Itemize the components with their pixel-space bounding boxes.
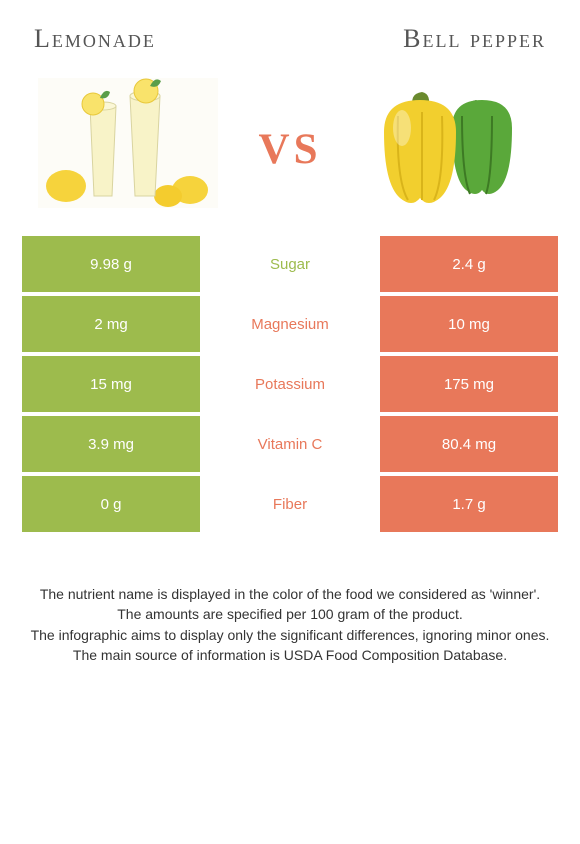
title-row: Lemonade Bell pepper	[22, 24, 558, 54]
bell-pepper-image	[362, 78, 542, 208]
cell-nutrient-label: Fiber	[200, 476, 380, 532]
table-row: 2 mgMagnesium10 mg	[22, 296, 558, 352]
cell-left-value: 15 mg	[22, 356, 200, 412]
vs-label: vs	[259, 108, 322, 179]
cell-nutrient-label: Sugar	[200, 236, 380, 292]
cell-right-value: 2.4 g	[380, 236, 558, 292]
lemonade-image	[38, 78, 218, 208]
footnote-line: The infographic aims to display only the…	[28, 625, 552, 645]
cell-right-value: 80.4 mg	[380, 416, 558, 472]
infographic-container: Lemonade Bell pepper	[0, 0, 580, 844]
footnote-line: The nutrient name is displayed in the co…	[28, 584, 552, 604]
cell-left-value: 9.98 g	[22, 236, 200, 292]
cell-left-value: 3.9 mg	[22, 416, 200, 472]
footnotes: The nutrient name is displayed in the co…	[22, 584, 558, 665]
cell-nutrient-label: Vitamin C	[200, 416, 380, 472]
cell-left-value: 2 mg	[22, 296, 200, 352]
cell-left-value: 0 g	[22, 476, 200, 532]
table-row: 15 mgPotassium175 mg	[22, 356, 558, 412]
image-row: vs	[22, 78, 558, 208]
cell-right-value: 1.7 g	[380, 476, 558, 532]
cell-nutrient-label: Magnesium	[200, 296, 380, 352]
table-row: 9.98 gSugar2.4 g	[22, 236, 558, 292]
table-row: 0 gFiber1.7 g	[22, 476, 558, 532]
title-left: Lemonade	[34, 24, 156, 54]
table-row: 3.9 mgVitamin C80.4 mg	[22, 416, 558, 472]
cell-right-value: 175 mg	[380, 356, 558, 412]
title-right: Bell pepper	[403, 24, 546, 54]
cell-nutrient-label: Potassium	[200, 356, 380, 412]
footnote-line: The amounts are specified per 100 gram o…	[28, 604, 552, 624]
nutrient-table: 9.98 gSugar2.4 g2 mgMagnesium10 mg15 mgP…	[22, 236, 558, 532]
cell-right-value: 10 mg	[380, 296, 558, 352]
footnote-line: The main source of information is USDA F…	[28, 645, 552, 665]
